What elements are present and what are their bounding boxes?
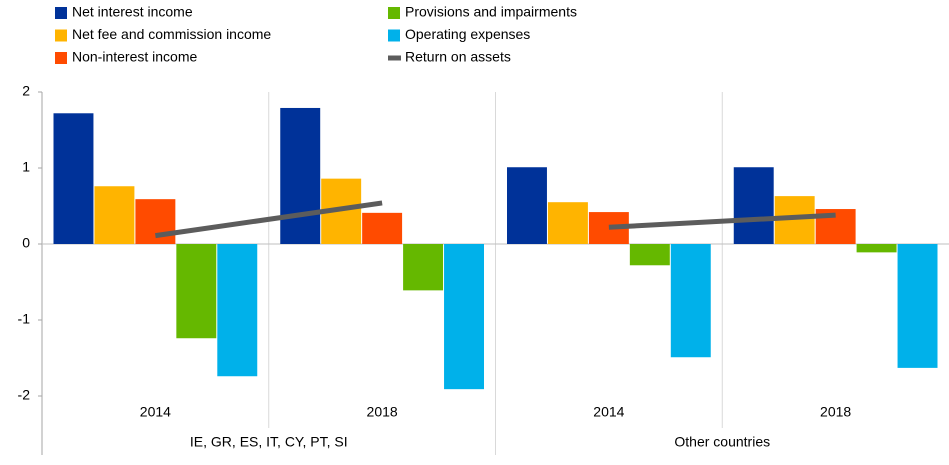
line xyxy=(608,212,836,230)
bar xyxy=(403,244,444,291)
legend-label: Net interest income xyxy=(72,4,193,20)
bar xyxy=(176,244,217,339)
bar xyxy=(362,212,403,244)
legend-swatch xyxy=(55,7,67,19)
bar xyxy=(217,244,258,377)
x-tick-label: 2014 xyxy=(593,404,624,420)
legend-swatch xyxy=(55,52,67,64)
x-tick-label: 2018 xyxy=(820,404,851,420)
legend-label: Non-interest income xyxy=(72,49,197,65)
bar xyxy=(507,167,547,244)
x-tick-label: 2014 xyxy=(140,404,171,420)
bar xyxy=(670,244,711,358)
legend-swatch xyxy=(388,29,400,42)
legend-swatch xyxy=(55,29,67,42)
y-tick-label: -1 xyxy=(18,311,31,327)
bar xyxy=(444,244,484,390)
bar xyxy=(629,244,670,266)
y-tick-label: 1 xyxy=(22,159,30,175)
bar xyxy=(733,167,774,244)
bar xyxy=(897,244,938,368)
y-tick-label: 2 xyxy=(22,83,30,99)
bar xyxy=(94,186,135,244)
bar xyxy=(856,244,897,253)
y-tick-label: -2 xyxy=(18,387,31,403)
bar xyxy=(135,199,176,244)
bar xyxy=(53,113,94,244)
bar xyxy=(547,202,588,244)
group-label: IE, GR, ES, IT, CY, PT, SI xyxy=(190,434,348,450)
legend-swatch xyxy=(388,7,400,19)
legend-label: Return on assets xyxy=(405,49,511,65)
bar xyxy=(280,107,321,245)
legend-label: Operating expenses xyxy=(405,26,530,42)
legend-label: Provisions and impairments xyxy=(405,4,577,20)
legend-label: Net fee and commission income xyxy=(72,26,271,42)
group-label: Other countries xyxy=(674,434,770,450)
x-tick-label: 2018 xyxy=(367,404,398,420)
y-tick-label: 0 xyxy=(22,235,30,251)
line xyxy=(155,200,383,239)
